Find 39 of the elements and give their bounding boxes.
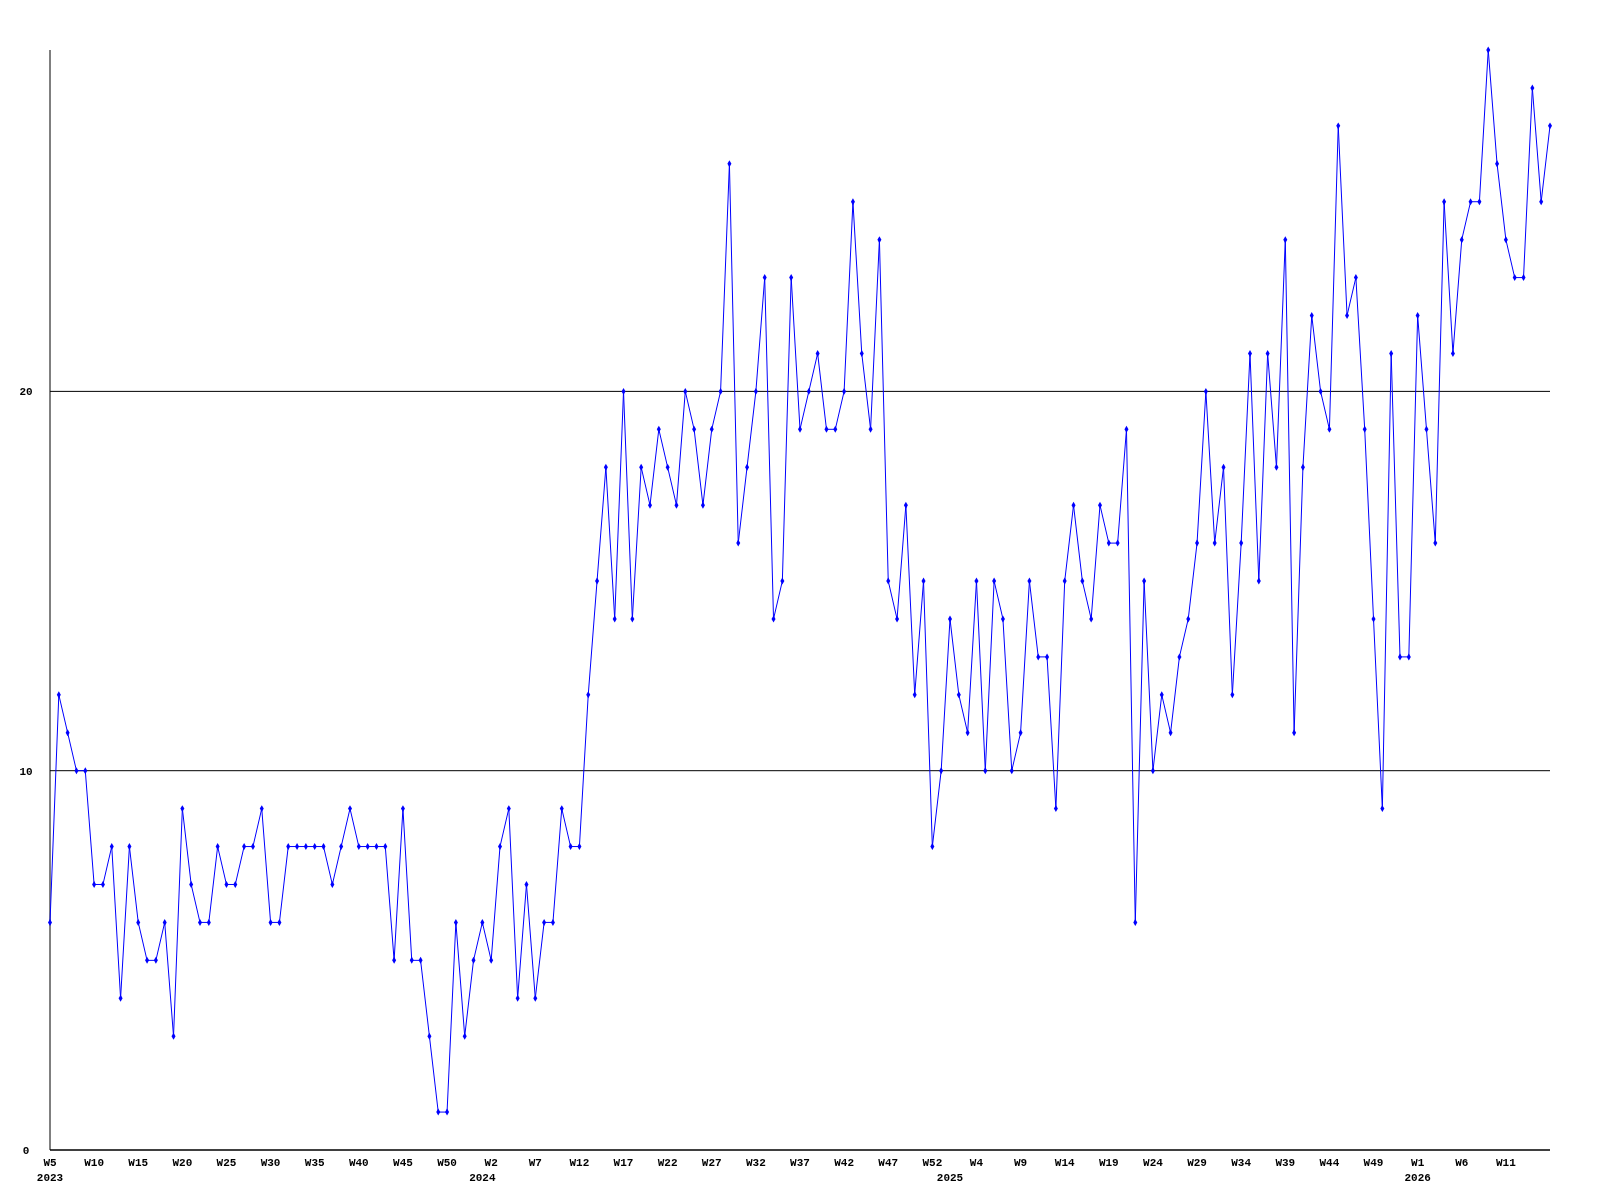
- x-tick-label: W37: [790, 1157, 810, 1169]
- x-tick-label: W14: [1054, 1157, 1075, 1169]
- x-tick-label: 2025: [936, 1172, 964, 1184]
- x-tick-label: W52: [922, 1157, 943, 1169]
- y-tick-label: 20: [19, 386, 33, 399]
- x-tick-label: W27: [701, 1157, 722, 1169]
- x-tick-label: W19: [1098, 1157, 1119, 1169]
- x-tick-label: W11: [1495, 1157, 1517, 1169]
- x-tick-label: W17: [613, 1157, 634, 1169]
- x-tick-label: W22: [657, 1157, 678, 1169]
- x-tick-label: W44: [1319, 1157, 1340, 1169]
- x-tick-label: W34: [1231, 1157, 1252, 1169]
- x-tick-label: W25: [216, 1157, 237, 1169]
- x-tick-label: W24: [1143, 1157, 1164, 1169]
- y-tick-label: 10: [19, 765, 33, 778]
- x-tick-label: W45: [393, 1157, 414, 1169]
- x-tick-label: W9: [1013, 1157, 1028, 1169]
- x-tick-label: W32: [745, 1157, 766, 1169]
- x-tick-label: W47: [878, 1157, 899, 1169]
- x-tick-label: W15: [128, 1157, 149, 1169]
- x-tick-label: W39: [1275, 1157, 1296, 1169]
- x-tick-label: W35: [304, 1157, 325, 1169]
- x-tick-label: W6: [1455, 1157, 1469, 1169]
- x-tick-label: W2: [484, 1157, 498, 1169]
- y-tick-label: 0: [22, 1145, 30, 1157]
- x-tick-label: W49: [1363, 1157, 1384, 1169]
- x-tick-label: W5 2023: [36, 1157, 64, 1184]
- x-tick-label: W40: [348, 1157, 369, 1169]
- x-tick-label: W1 2026: [1404, 1157, 1431, 1184]
- x-tick-label: W4: [969, 1157, 984, 1169]
- x-tick-label: W10: [84, 1157, 105, 1169]
- x-tick-label: 2024: [469, 1172, 496, 1184]
- x-tick-label: W50: [437, 1157, 457, 1169]
- x-tick-label: W20: [172, 1157, 193, 1169]
- x-tick-label: W30: [260, 1157, 281, 1169]
- x-tick-label: W29: [1187, 1157, 1207, 1169]
- x-tick-label: W7: [528, 1157, 542, 1169]
- x-tick-label: W42: [834, 1157, 855, 1169]
- x-tick-label: W12: [569, 1157, 590, 1169]
